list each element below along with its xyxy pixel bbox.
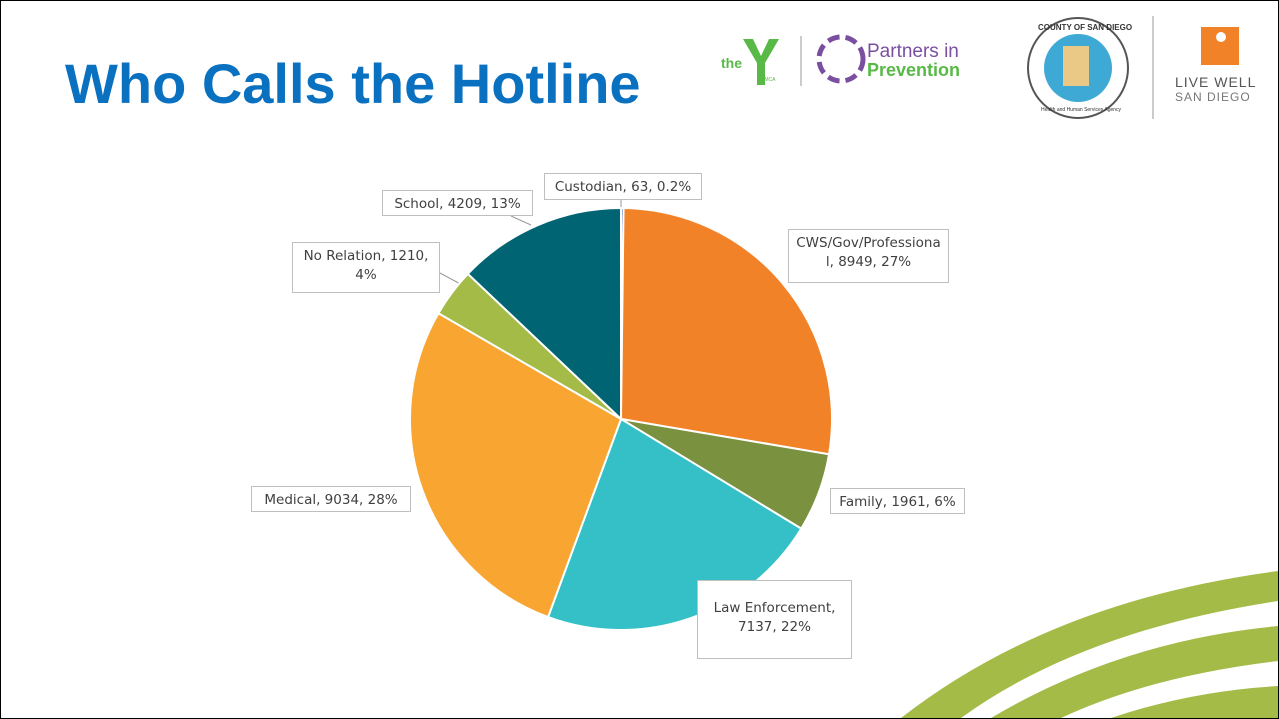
leader-line [510, 215, 532, 226]
county-agency: Health and Human Services Agency [1041, 107, 1122, 113]
county-name: COUNTY OF SAN DIEGO [1038, 23, 1133, 32]
data-label: Law Enforcement, 7137, 22% [697, 580, 852, 659]
partners-line2: Prevention [867, 60, 961, 80]
swoosh [991, 626, 1278, 718]
data-label: Family, 1961, 6% [830, 488, 965, 514]
pie-slice [546, 417, 803, 631]
ymca-y [743, 39, 779, 85]
title: Who Calls the Hotline [65, 52, 641, 115]
livewell-figure [1216, 32, 1226, 42]
data-label: No Relation, 1210, 4% [292, 242, 440, 293]
livewell-line1: LIVE WELL [1175, 74, 1257, 90]
partners-icon [816, 34, 866, 84]
swoosh [1111, 686, 1278, 718]
county-building [1063, 46, 1089, 86]
ymca-text: YMCA [761, 77, 776, 83]
livewell-line2: SAN DIEGO [1175, 90, 1251, 104]
swoosh [901, 571, 1278, 718]
data-label: CWS/Gov/Professional, 8949, 27% [788, 229, 949, 283]
data-label: School, 4209, 13% [382, 190, 533, 216]
pie-slice [619, 207, 833, 456]
data-label: Custodian, 63, 0.2% [544, 173, 702, 200]
pie-slice [466, 206, 622, 422]
data-label: Medical, 9034, 28% [251, 486, 411, 512]
partners-line1: Partners in [867, 41, 959, 62]
ymca-the: the [721, 55, 742, 71]
